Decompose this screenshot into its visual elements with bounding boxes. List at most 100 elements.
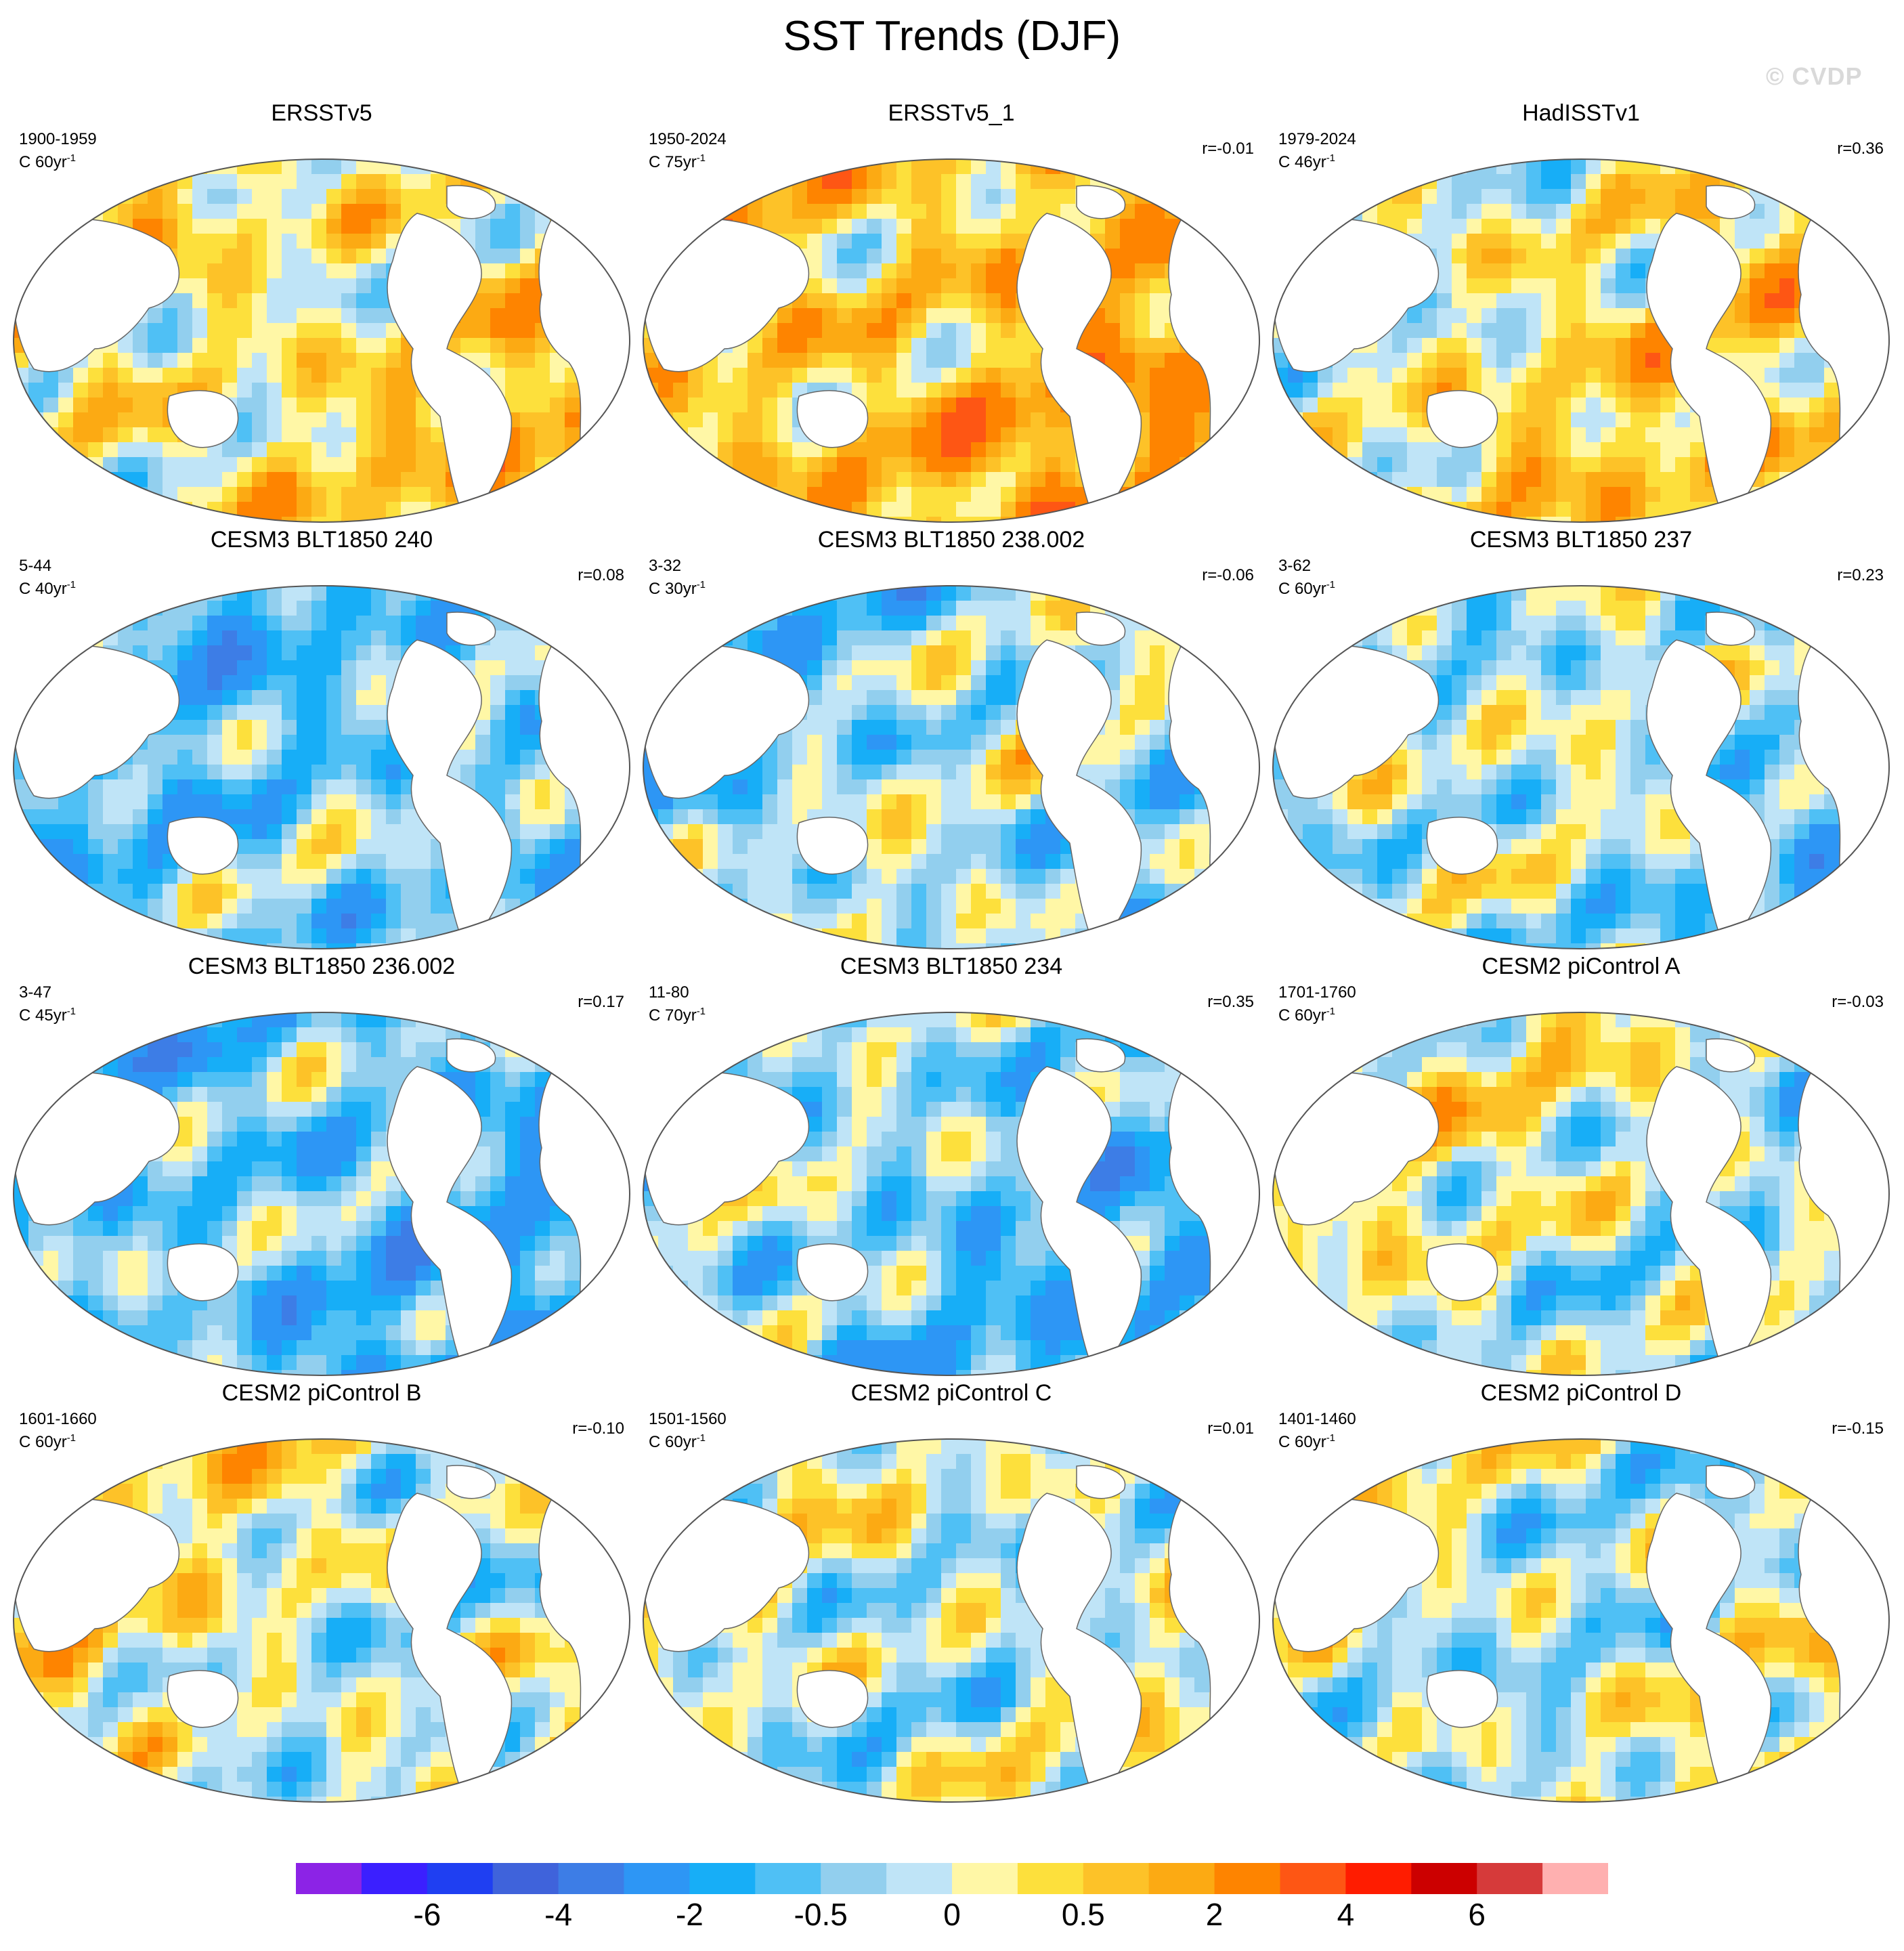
sst-cell bbox=[1496, 189, 1512, 205]
sst-cell bbox=[371, 675, 387, 691]
sst-cell bbox=[1839, 189, 1855, 205]
sst-cell bbox=[1209, 586, 1225, 601]
sst-cell bbox=[1437, 517, 1452, 522]
sst-cell bbox=[1120, 601, 1135, 616]
sst-cell bbox=[267, 899, 282, 914]
sst-cell bbox=[192, 502, 208, 517]
sst-cell bbox=[222, 487, 238, 502]
sst-cell bbox=[1016, 487, 1031, 502]
sst-cell bbox=[341, 249, 357, 264]
sst-cell bbox=[733, 487, 748, 502]
sst-cell bbox=[777, 487, 793, 502]
sst-cell bbox=[971, 174, 987, 190]
sst-cell bbox=[326, 854, 342, 870]
sst-cell bbox=[1645, 189, 1661, 205]
sst-cell bbox=[1254, 204, 1259, 219]
sst-cell bbox=[386, 899, 402, 914]
sst-cell bbox=[326, 630, 342, 646]
sst-cell bbox=[896, 323, 912, 339]
sst-cell bbox=[1735, 159, 1750, 175]
sst-cell bbox=[1422, 457, 1437, 473]
sst-cell bbox=[837, 487, 852, 502]
sst-cell bbox=[535, 809, 550, 825]
continent bbox=[1273, 217, 1440, 372]
sst-cell bbox=[490, 660, 506, 676]
sst-cell bbox=[896, 174, 912, 190]
sst-cell bbox=[133, 779, 148, 795]
sst-cell bbox=[733, 472, 748, 488]
sst-cell bbox=[28, 174, 44, 190]
sst-cell bbox=[941, 794, 957, 810]
sst-cell bbox=[58, 427, 74, 443]
sst-cell bbox=[1422, 204, 1437, 219]
sst-cell bbox=[822, 502, 838, 517]
sst-cell bbox=[643, 234, 659, 249]
sst-cell bbox=[14, 502, 29, 517]
sst-cell bbox=[282, 660, 297, 676]
sst-cell bbox=[1254, 412, 1259, 428]
sst-cell bbox=[311, 368, 327, 383]
sst-cell bbox=[896, 189, 912, 205]
sst-cell bbox=[1690, 487, 1706, 502]
sst-cell bbox=[1809, 517, 1825, 522]
sst-cell bbox=[88, 899, 104, 914]
sst-cell bbox=[177, 750, 193, 765]
sst-cell bbox=[1601, 427, 1616, 443]
sst-cell bbox=[252, 189, 267, 205]
sst-cell bbox=[565, 899, 580, 914]
sst-cell bbox=[73, 174, 89, 190]
sst-cell bbox=[882, 219, 897, 234]
sst-cell bbox=[609, 943, 625, 949]
sst-cell bbox=[718, 487, 733, 502]
sst-cell bbox=[1209, 601, 1225, 616]
sst-cell bbox=[103, 353, 118, 368]
sst-cell bbox=[1045, 189, 1061, 205]
sst-cell bbox=[1347, 427, 1363, 443]
sst-cell bbox=[1481, 249, 1497, 264]
sst-cell bbox=[550, 517, 565, 522]
sst-cell bbox=[550, 502, 565, 517]
sst-cell bbox=[148, 457, 163, 473]
sst-cell bbox=[822, 675, 838, 691]
sst-cell bbox=[1556, 427, 1572, 443]
sst-cell bbox=[565, 189, 580, 205]
sst-cell bbox=[624, 204, 630, 219]
sst-cell bbox=[222, 249, 238, 264]
sst-cell bbox=[520, 690, 536, 706]
sst-cell bbox=[282, 412, 297, 428]
sst-cell bbox=[58, 616, 74, 631]
sst-cell bbox=[580, 645, 595, 661]
sst-cell bbox=[490, 750, 506, 765]
sst-cell bbox=[1001, 472, 1016, 488]
sst-cell bbox=[1467, 338, 1482, 353]
sst-cell bbox=[658, 204, 674, 219]
sst-cell bbox=[356, 645, 372, 661]
sst-cell bbox=[1016, 779, 1031, 795]
sst-cell bbox=[1150, 234, 1165, 249]
sst-cell bbox=[1556, 204, 1572, 219]
sst-cell bbox=[252, 472, 267, 488]
sst-cell bbox=[852, 690, 867, 706]
sst-cell bbox=[118, 943, 133, 949]
sst-cell bbox=[1273, 234, 1289, 249]
sst-cell bbox=[867, 765, 882, 780]
sst-cell bbox=[505, 353, 521, 368]
sst-cell bbox=[896, 472, 912, 488]
sst-cell bbox=[1601, 174, 1616, 190]
sst-cell bbox=[1452, 517, 1467, 522]
sst-cell bbox=[1422, 189, 1437, 205]
sst-cell bbox=[822, 234, 838, 249]
sst-cell bbox=[14, 472, 29, 488]
sst-cell bbox=[356, 278, 372, 294]
sst-cell bbox=[282, 487, 297, 502]
sst-cell bbox=[207, 278, 223, 294]
sst-cell bbox=[1511, 249, 1527, 264]
sst-cell bbox=[1303, 457, 1318, 473]
sst-cell bbox=[371, 293, 387, 309]
sst-cell bbox=[867, 660, 882, 676]
sst-cell bbox=[852, 457, 867, 473]
sst-cell bbox=[1165, 353, 1180, 368]
sst-cell bbox=[371, 189, 387, 205]
sst-cell bbox=[1779, 398, 1795, 413]
sst-cell bbox=[535, 442, 550, 458]
